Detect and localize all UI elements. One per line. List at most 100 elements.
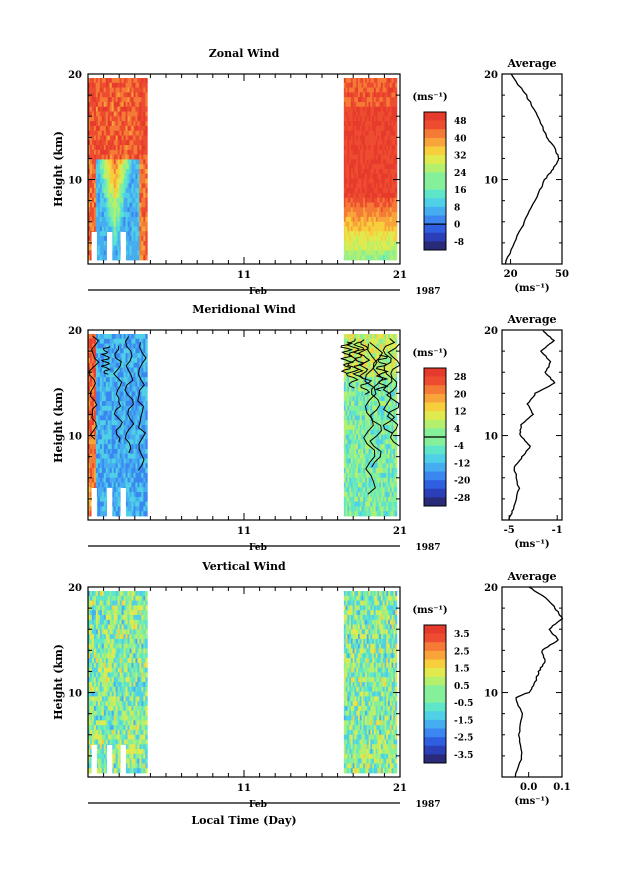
heatmap-cell [382,255,385,261]
heatmap-cell [91,648,95,654]
heatmap-cell [127,212,130,218]
heatmap-cell [389,106,392,112]
heatmap-cell [133,164,136,170]
heatmap-cell [345,245,348,251]
heatmap-cell [125,92,128,98]
heatmap-cell [359,87,362,93]
heatmap-cell [88,178,91,184]
heatmap-cell [393,410,396,416]
heatmap-cell [368,434,371,440]
heatmap-cell [119,425,122,431]
heatmap-cell [101,236,105,242]
heatmap-cell [129,391,132,397]
heatmap-cell [373,149,377,156]
heatmap-cell [115,169,119,175]
heatmap-cell [141,202,144,208]
heatmap-cell [145,453,148,459]
heatmap-cell [365,410,368,416]
heatmap-cell [382,410,385,416]
heatmap-cell [123,164,126,170]
heatmap-cell [97,439,101,445]
heatmap-cell [141,226,144,232]
heatmap-cell [105,386,109,392]
heatmap-cell [93,648,97,654]
heatmap-cell [379,236,382,242]
heatmap-cell [88,439,91,445]
heatmap-cell [363,250,366,256]
heatmap-cell [373,372,377,378]
heatmap-cell [368,101,371,108]
heatmap-cell [345,492,348,498]
heatmap-cell [123,439,126,445]
heatmap-cell [350,173,354,179]
heatmap-cell [349,458,352,464]
heatmap-cell [101,216,105,223]
heatmap-cell [357,511,361,517]
heatmap-cell [111,245,115,251]
heatmap-cell [145,178,148,184]
heatmap-cell [377,82,380,88]
heatmap-cell [363,410,366,416]
heatmap-cell [139,453,142,459]
heatmap-cell [129,362,132,368]
heatmap-cell [113,334,117,340]
heatmap-cell [350,207,354,213]
heatmap-cell [111,439,115,445]
heatmap-cell [93,396,97,402]
heatmap-cell [93,448,97,455]
heatmap-cell [373,463,377,469]
heatmap-cell [347,212,350,218]
heatmap-cell [386,245,389,251]
heatmap-cell [386,236,389,242]
heatmap-cell [354,192,357,199]
heatmap-cell [131,386,134,392]
heatmap-cell [105,348,109,354]
heatmap-cell [357,154,361,160]
heatmap-cell [105,169,109,175]
heatmap-cell [350,154,354,160]
heatmap-cell [88,250,91,256]
heatmap-cell [115,338,119,344]
heatmap-cell [370,381,373,388]
heatmap-cell [345,496,348,503]
heatmap-cell [365,434,368,440]
heatmap-cell [352,116,355,122]
heatmap-cell [89,463,93,469]
heatmap-cell [363,482,366,488]
heatmap-cell [380,192,384,199]
heatmap-cell [103,477,107,483]
heatmap-cell [345,154,348,160]
heatmap-cell [125,334,128,340]
colorbar-band [424,376,446,386]
heatmap-cell [141,482,144,488]
heatmap-cell [119,415,122,421]
heatmap-cell [115,159,119,165]
heatmap-cell [115,496,119,503]
heatmap-cell [88,691,91,697]
heatmap-cell [139,245,142,251]
heatmap-cell [343,135,347,141]
heatmap-cell [91,357,95,364]
heatmap-cell [89,477,93,483]
heatmap-cell [366,121,369,127]
heatmap-cell [88,662,91,669]
heatmap-cell [137,255,140,261]
heatmap-cell [139,477,142,483]
heatmap-cell [366,159,369,165]
heatmap-cell [109,458,113,464]
heatmap-cell [354,92,357,98]
heatmap-cell [107,362,111,368]
heatmap-cell [129,255,132,261]
heatmap-cell [373,92,377,98]
heatmap-cell [89,662,93,669]
heatmap-cell [352,468,355,474]
heatmap-cell [379,362,382,368]
heatmap-cell [125,135,128,141]
heatmap-cell [357,212,361,218]
heatmap-cell [386,226,389,232]
heatmap-cell [373,506,377,512]
heatmap-cell [379,140,382,146]
heatmap-cell [379,92,382,98]
heatmap-cell [97,420,101,426]
heatmap-cell [107,221,111,227]
